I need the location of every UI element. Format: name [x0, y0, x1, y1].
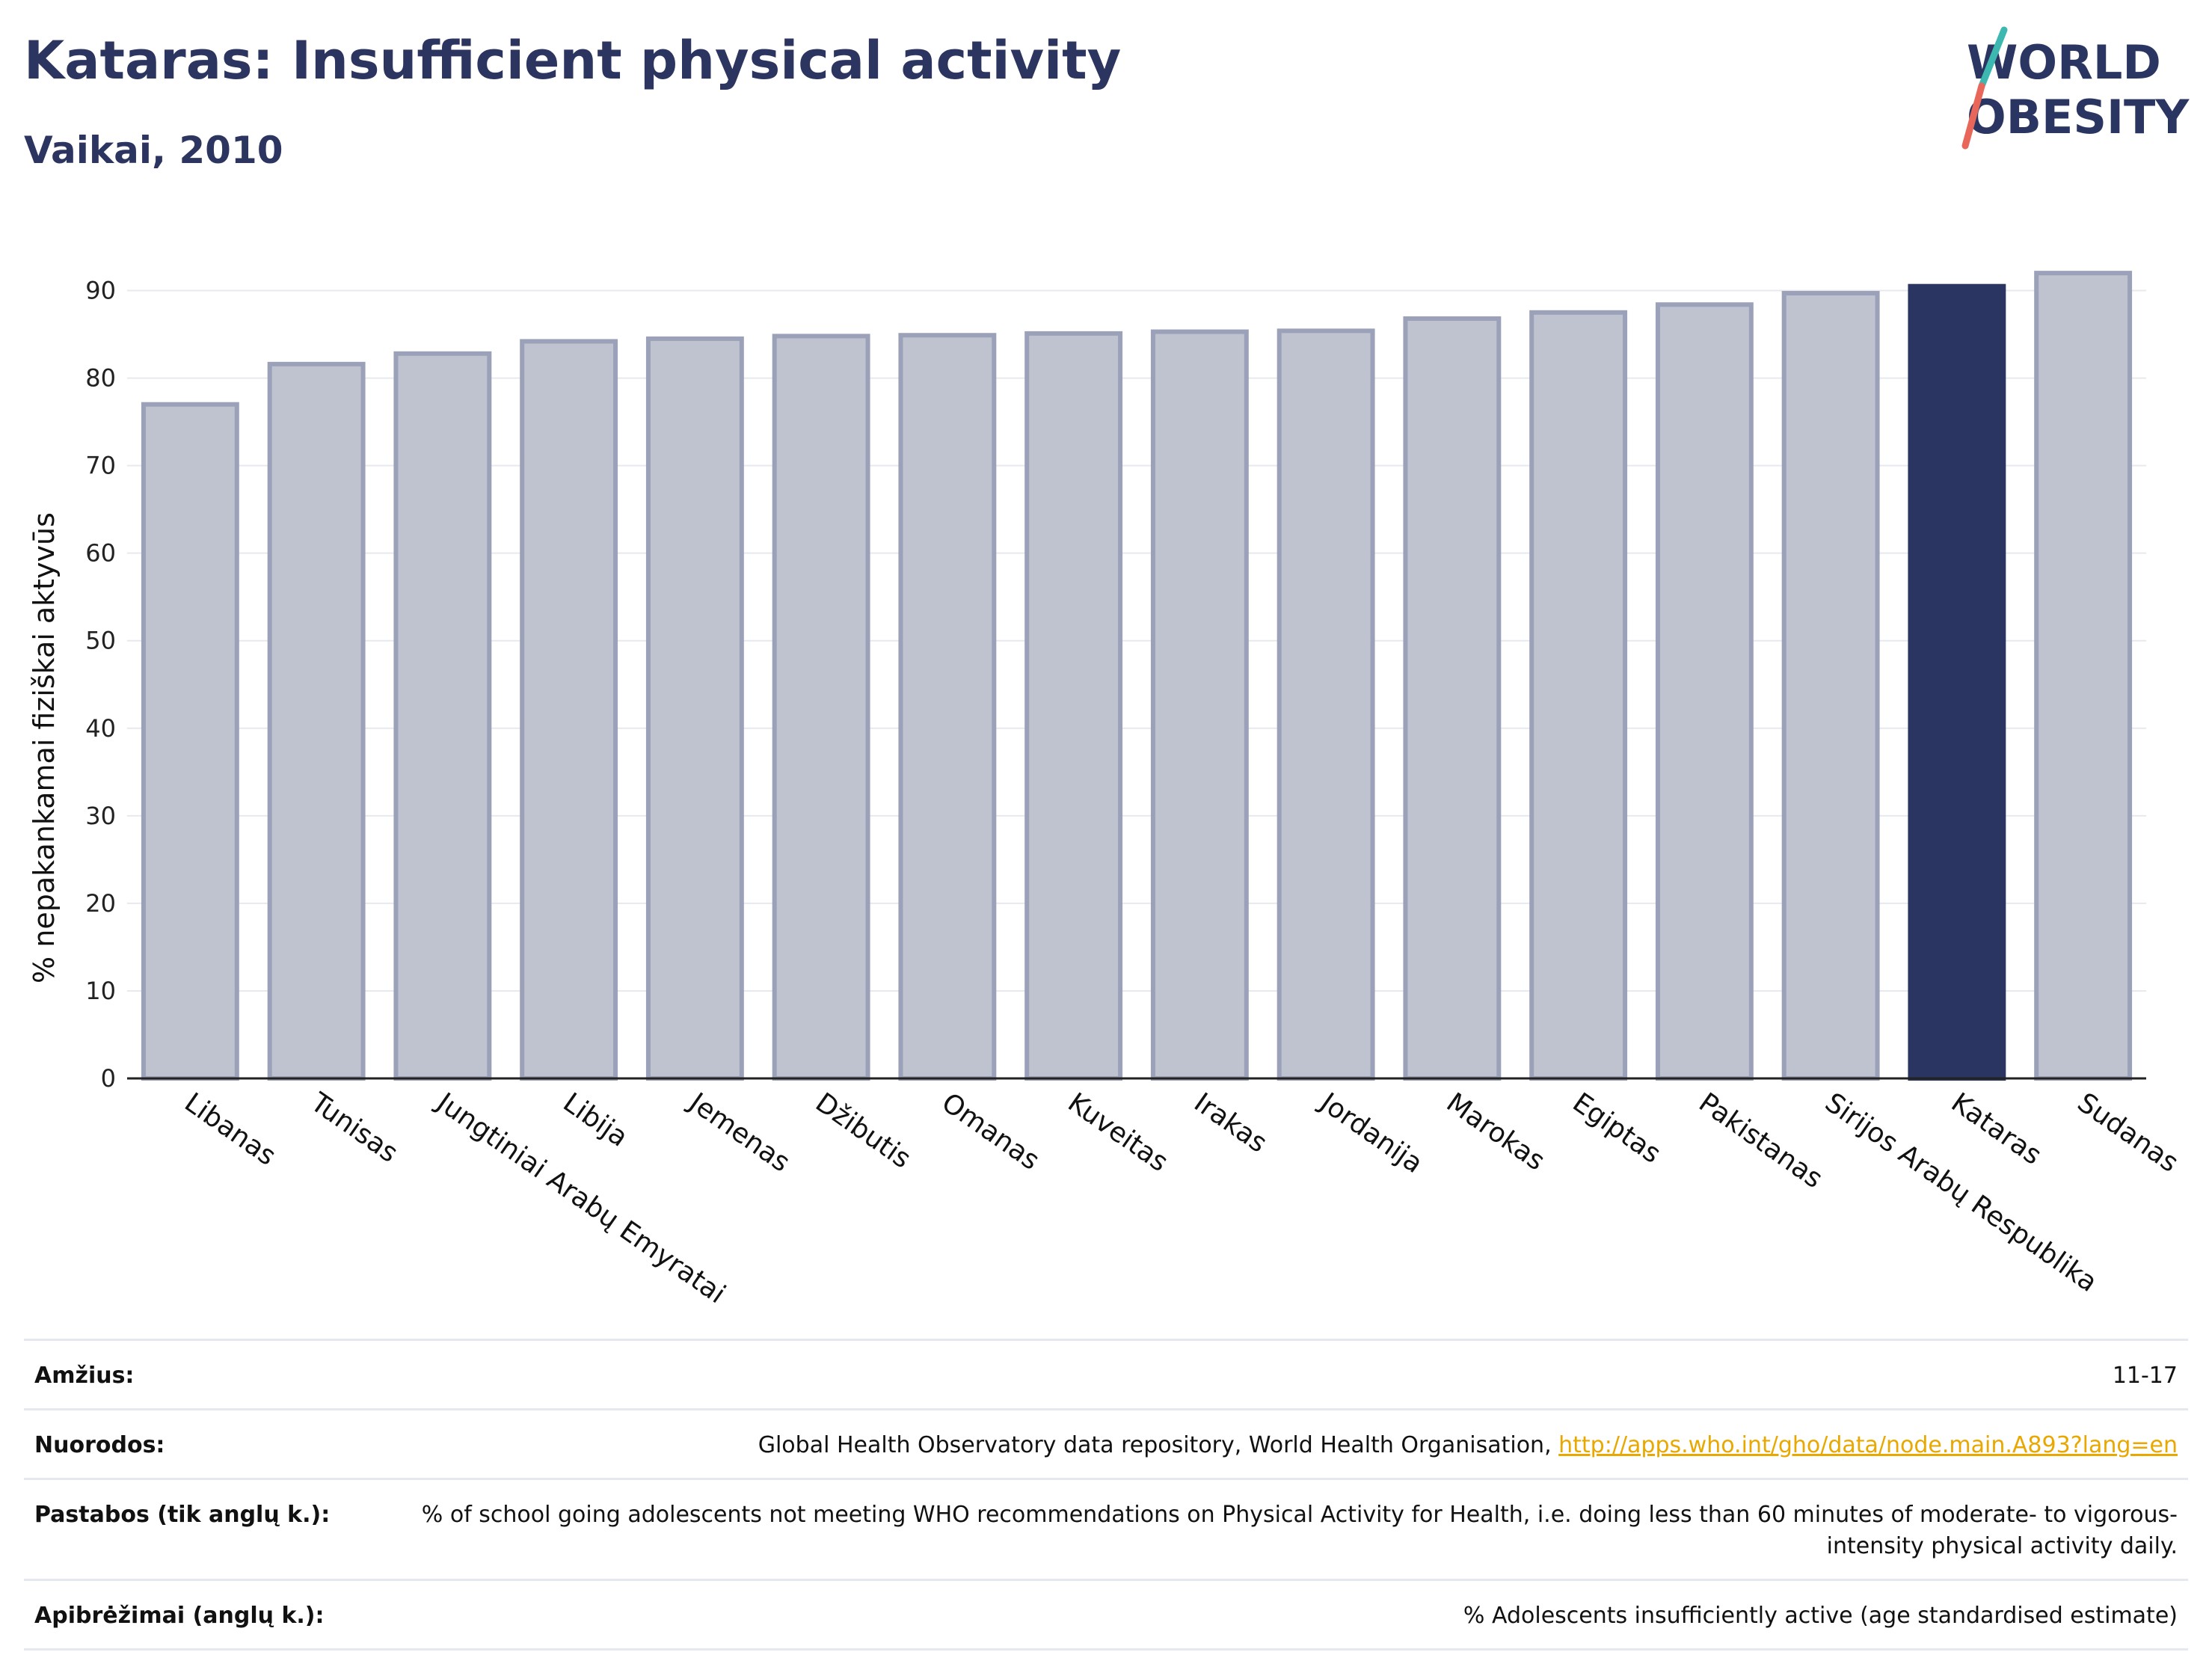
info-row: Apibrėžimai (anglų k.): % Adolescents ins…: [24, 1579, 2188, 1651]
world-obesity-logo: WORLD OBESITY: [1961, 26, 2190, 150]
x-tick-label: Jemenas: [683, 1087, 796, 1179]
info-row: Amžius: 11-17: [24, 1339, 2188, 1408]
bar-d-ibutis: [772, 334, 870, 1081]
y-tick-label: 70: [85, 452, 116, 480]
y-tick-label: 10: [85, 977, 116, 1005]
info-value: % Adolescents insufficiently active (age…: [1463, 1603, 2178, 1629]
info-row: Nuorodos: Global Health Observatory data …: [24, 1408, 2188, 1478]
x-tick-label: Kataras: [1946, 1087, 2047, 1171]
info-value: Global Health Observatory data repositor…: [758, 1432, 2178, 1458]
y-tick-label: 60: [85, 539, 116, 568]
chart-title: Kataras: Insufficient physical activity: [24, 30, 1122, 91]
bar-jungtiniai-arab-emyratai: [393, 351, 492, 1081]
x-tick-label: Kuveitas: [1062, 1087, 1173, 1178]
y-tick-label: 30: [85, 802, 116, 830]
bar-marokas: [1403, 316, 1502, 1081]
info-value: 11-17: [2112, 1363, 2178, 1389]
y-tick-label: 20: [85, 889, 116, 918]
info-table: Amžius: 11-17 Nuorodos: Global Health Obser…: [24, 1339, 2188, 1651]
bar-sirijos-arab-respublika: [1781, 291, 1880, 1081]
bar-jordanija: [1276, 328, 1375, 1081]
x-tick-label: Egiptas: [1567, 1087, 1666, 1170]
y-tick-label: 50: [85, 627, 116, 655]
bar-jemenas: [645, 336, 744, 1081]
x-tick-label: Džibutis: [810, 1087, 916, 1175]
y-tick-label: 80: [85, 364, 116, 393]
y-tick-label: 90: [85, 277, 116, 305]
bar-pakistanas: [1655, 302, 1754, 1081]
logo-word-2: OBESITY: [1967, 90, 2190, 144]
x-tick-label: Libija: [557, 1087, 633, 1153]
bar-kataras: [1908, 283, 2006, 1081]
chart-subtitle: Vaikai, 2010: [24, 129, 283, 172]
source-link[interactable]: http://apps.who.int/gho/data/node.main.A…: [1558, 1432, 2178, 1458]
bar-sudanas: [2034, 271, 2133, 1081]
info-row: Pastabos (tik anglų k.): % of school goin…: [24, 1478, 2188, 1579]
info-label: Apibrėžimai (anglų k.):: [34, 1603, 325, 1629]
info-value: % of school going adolescents not meetin…: [421, 1502, 2178, 1559]
x-tick-label: Sudanas: [2071, 1087, 2184, 1179]
bar-irakas: [1150, 329, 1249, 1081]
y-axis-title: % nepakankamai fiziškai aktyvūs: [28, 512, 61, 983]
bar-kuveitas: [1024, 331, 1123, 1081]
x-tick-label: Marokas: [1441, 1087, 1551, 1177]
x-tick-label: Omanas: [936, 1087, 1045, 1176]
info-label: Amžius:: [34, 1363, 135, 1389]
bars-layer: [141, 271, 2133, 1081]
info-label: Pastabos (tik anglų k.):: [34, 1502, 331, 1528]
x-tick-label: Irakas: [1188, 1087, 1272, 1159]
bar-tunisas: [267, 361, 366, 1081]
y-tick-label: 40: [85, 714, 116, 743]
bar-libija: [520, 339, 618, 1081]
x-tick-label: Jordanija: [1313, 1087, 1428, 1180]
x-tick-label: Tunisas: [304, 1087, 403, 1169]
x-tick-label: Pakistanas: [1693, 1087, 1828, 1194]
bar-egiptas: [1529, 310, 1628, 1081]
x-tick-label: Libanas: [179, 1087, 281, 1172]
bar-libanas: [141, 402, 239, 1081]
y-tick-label: 0: [101, 1064, 116, 1093]
bar-omanas: [898, 333, 997, 1081]
info-label: Nuorodos:: [34, 1432, 165, 1458]
